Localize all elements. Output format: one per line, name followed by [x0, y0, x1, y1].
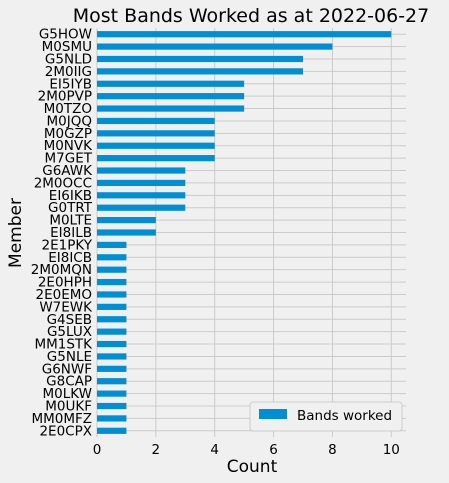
- y-tick-label: M0SMU: [42, 39, 92, 55]
- y-tick-label: M7GET: [45, 151, 93, 167]
- y-tick-label: EI5IYB: [49, 76, 92, 92]
- bar-2m0occ: [97, 179, 186, 187]
- y-tick-label: G8CAP: [46, 374, 92, 390]
- bar-m0jqq: [97, 117, 215, 125]
- bar-2m0pvp: [97, 93, 245, 100]
- y-tick-label: M0NVK: [44, 138, 94, 154]
- y-tick-label: G5NLD: [45, 51, 92, 67]
- bar-2e0emo: [97, 291, 127, 298]
- x-tick-label: 2: [152, 442, 161, 458]
- y-tick-label: G0TRT: [48, 200, 93, 216]
- x-tick-label: 0: [93, 442, 102, 458]
- bar-m0ukf: [97, 402, 127, 410]
- bar-mm1stk: [97, 340, 127, 348]
- bar-2e1pky: [97, 241, 127, 248]
- legend-box: [249, 401, 403, 432]
- legend: Bands worked: [249, 401, 403, 432]
- y-tick-label: M0JQQ: [47, 113, 92, 129]
- bar-ei6ikb: [97, 192, 186, 199]
- y-tick-label: EI8ILB: [50, 225, 92, 241]
- bar-m0gzp: [97, 130, 215, 137]
- bar-g5nld: [97, 55, 303, 63]
- bar-g6nwf: [97, 365, 127, 372]
- bar-mm0mfz: [97, 415, 127, 422]
- y-tick-labels: G5HOWM0SMUG5NLD2M0IIGEI5IYB2M0PVPM0TZOM0…: [31, 27, 93, 440]
- y-tick-label: G6AWK: [42, 163, 93, 179]
- y-tick-label: G5NLE: [47, 349, 92, 365]
- bars-group: [97, 31, 392, 434]
- y-tick-label: W7EWK: [39, 299, 93, 315]
- y-tick-label: 2M0OCC: [34, 175, 92, 191]
- y-tick-label: 2E0CPX: [39, 423, 92, 439]
- bar-2e0cpx: [97, 427, 127, 434]
- bar-m0nvk: [97, 142, 215, 149]
- bar-ei8icb: [97, 254, 127, 261]
- y-tick-label: 2M0IIG: [45, 64, 92, 80]
- y-tick-label: M0UKF: [45, 399, 92, 415]
- bar-m0tzo: [97, 105, 245, 112]
- y-tick-label: 2E1PKY: [42, 237, 93, 253]
- bar-ei5iyb: [97, 80, 245, 87]
- y-tick-label: 2M0MQN: [31, 262, 92, 278]
- y-tick-label: G4SEB: [47, 312, 92, 328]
- bar-g5nle: [97, 353, 127, 360]
- bar-m0lkw: [97, 390, 127, 397]
- y-tick-label: M0LKW: [43, 386, 92, 402]
- bar-m7get: [97, 155, 215, 162]
- x-tick-label: 4: [210, 442, 219, 458]
- bar-g5how: [97, 31, 392, 38]
- y-tick-label: EI6IKB: [49, 188, 92, 204]
- chart-title: Most Bands Worked as at 2022-06-27: [73, 5, 429, 27]
- bar-2e0hph: [97, 278, 127, 286]
- y-tick-label: G5LUX: [47, 324, 92, 340]
- y-tick-label: G6NWF: [42, 361, 92, 377]
- y-tick-label: EI8ICB: [48, 250, 92, 266]
- y-tick-label: 2E0EMO: [35, 287, 92, 303]
- bar-g6awk: [97, 167, 186, 174]
- bar-m0smu: [97, 43, 333, 50]
- x-axis-label: Count: [227, 457, 278, 477]
- y-tick-label: M0LTE: [49, 213, 92, 229]
- bar-g4seb: [97, 316, 127, 323]
- y-tick-label: G5HOW: [39, 27, 92, 43]
- bar-ei8ilb: [97, 229, 156, 236]
- bar-m0lte: [97, 217, 156, 224]
- legend-swatch: [259, 409, 287, 419]
- y-tick-label: MM1STK: [34, 337, 93, 353]
- y-tick-label: M0TZO: [44, 101, 92, 117]
- y-axis-label: Member: [6, 198, 26, 268]
- bar-g5lux: [97, 328, 127, 335]
- bar-2m0iig: [97, 68, 303, 75]
- x-tick-labels: 0 2 4 6 8 10: [93, 442, 400, 458]
- bar-2m0mqn: [97, 266, 127, 273]
- x-tick-label: 10: [383, 442, 400, 458]
- y-tick-label: 2M0PVP: [38, 89, 92, 105]
- y-tick-label: MM0MFZ: [31, 411, 92, 427]
- y-tick-label: 2E0HPH: [38, 275, 92, 291]
- bar-w7ewk: [97, 303, 127, 310]
- bar-g8cap: [97, 378, 127, 385]
- legend-label: Bands worked: [297, 408, 392, 424]
- y-tick-label: M0GZP: [44, 126, 92, 142]
- x-tick-label: 8: [328, 442, 337, 458]
- x-tick-label: 6: [269, 442, 278, 458]
- bar-g0trt: [97, 204, 186, 211]
